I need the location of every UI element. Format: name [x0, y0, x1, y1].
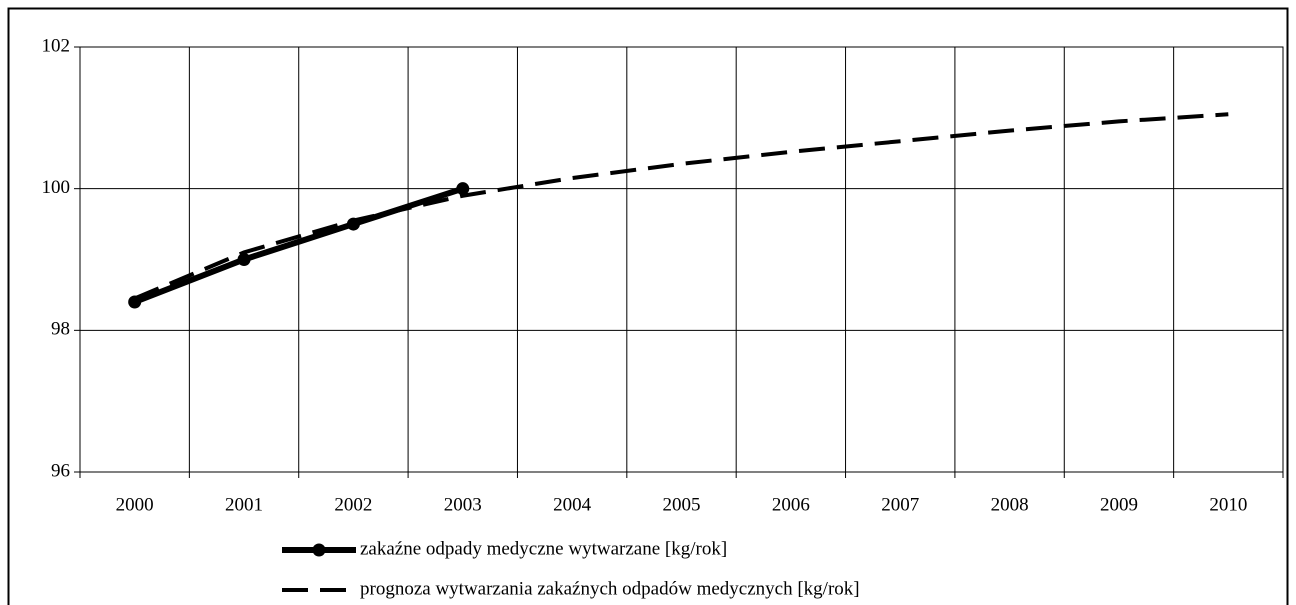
x-tick-label: 2004 — [553, 494, 592, 515]
legend-label: zakaźne odpady medyczne wytwarzane [kg/r… — [360, 538, 727, 559]
y-tick-label: 102 — [42, 35, 71, 56]
x-tick-label: 2003 — [444, 494, 482, 515]
x-tick-label: 2001 — [225, 494, 263, 515]
x-tick-label: 2009 — [1100, 494, 1138, 515]
x-tick-label: 2006 — [772, 494, 810, 515]
marker — [456, 182, 470, 196]
series-line — [133, 112, 1229, 301]
x-tick-label: 2002 — [334, 494, 372, 515]
y-tick-label: 100 — [42, 177, 71, 198]
legend-label: prognoza wytwarzania zakaźnych odpadów m… — [360, 578, 860, 599]
x-tick-label: 2000 — [116, 494, 154, 515]
x-tick-label: 2008 — [991, 494, 1029, 515]
marker — [237, 253, 251, 266]
y-tick-label: 96 — [51, 460, 70, 481]
legend-marker — [312, 543, 326, 557]
y-tick-label: 98 — [51, 319, 70, 340]
plot-area — [79, 46, 1284, 473]
x-tick-label: 2005 — [663, 494, 701, 515]
x-tick-label: 2007 — [881, 494, 919, 515]
x-tick-label: 2010 — [1209, 494, 1247, 515]
